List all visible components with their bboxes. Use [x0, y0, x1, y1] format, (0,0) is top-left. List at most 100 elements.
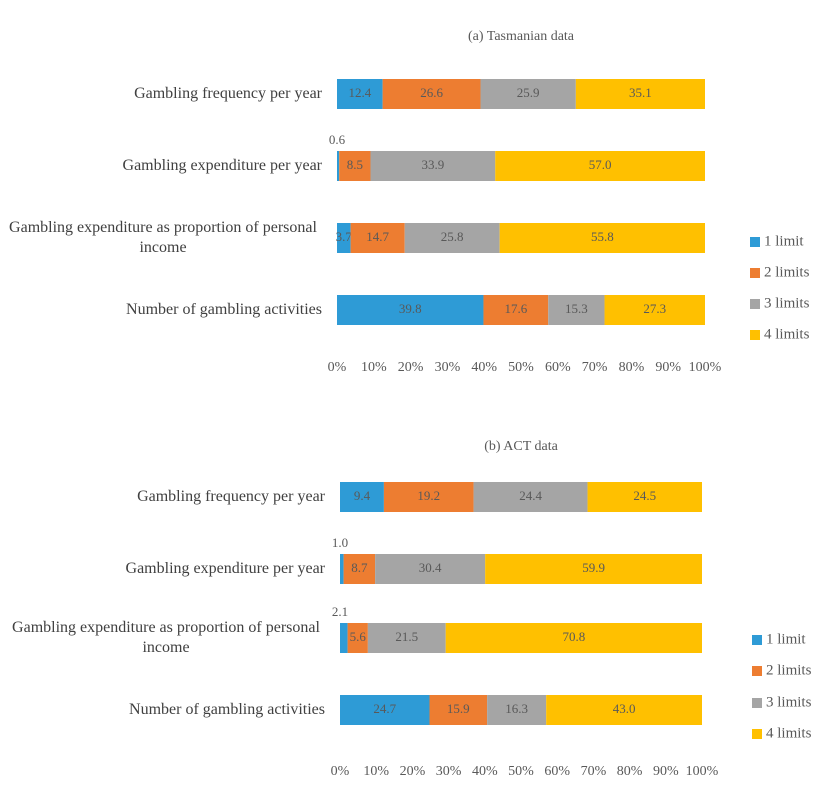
bar-segment	[337, 295, 484, 325]
data-label: 24.4	[519, 488, 542, 503]
data-label: 24.7	[373, 701, 396, 716]
data-label: 70.8	[562, 629, 585, 644]
data-label: 15.3	[565, 301, 588, 316]
bar-segment	[587, 482, 702, 512]
x-tick-label: 0%	[331, 764, 350, 779]
legend-swatch	[750, 299, 760, 309]
x-tick-label: 20%	[400, 764, 426, 779]
x-tick-label: 30%	[436, 764, 462, 779]
legend-label: 2 limits	[764, 264, 810, 280]
legend-label: 1 limit	[766, 631, 806, 647]
bar-segment	[367, 623, 446, 653]
x-tick-label: 50%	[508, 360, 534, 375]
bar-segment	[337, 151, 340, 181]
bar-segment	[495, 151, 705, 181]
category-label: Gambling frequency per year	[134, 85, 322, 102]
bar-segment	[347, 623, 368, 653]
data-label: 33.9	[421, 157, 444, 172]
bar-segment	[350, 223, 405, 253]
data-label: 57.0	[589, 157, 612, 172]
bar-segment	[382, 79, 481, 109]
legend-label: 4 limits	[764, 326, 810, 342]
bar-segment	[473, 482, 588, 512]
bar-segment	[499, 223, 705, 253]
x-tick-label: 80%	[617, 764, 643, 779]
legend-label: 4 limits	[766, 725, 812, 741]
bar-segment	[343, 554, 376, 584]
data-label: 55.8	[591, 229, 614, 244]
x-tick-label: 60%	[544, 764, 570, 779]
x-tick-label: 50%	[508, 764, 534, 779]
data-label: 14.7	[366, 229, 389, 244]
legend-label: 3 limits	[766, 694, 812, 710]
data-label: 2.1	[332, 604, 348, 619]
x-tick-label: 40%	[472, 764, 498, 779]
data-label: 25.8	[441, 229, 464, 244]
data-label: 39.8	[399, 301, 422, 316]
bar-segment	[445, 623, 702, 653]
bar-segment	[548, 295, 605, 325]
legend-label: 3 limits	[764, 295, 810, 311]
bar-segment	[404, 223, 500, 253]
legend-swatch	[750, 268, 760, 278]
category-label: Gambling expenditure as proportion of pe…	[9, 219, 317, 256]
legend-swatch	[750, 237, 760, 247]
category-label: Gambling expenditure as proportion of pe…	[12, 619, 320, 656]
bar-segment	[370, 151, 496, 181]
data-label: 8.7	[351, 560, 368, 575]
x-tick-label: 20%	[398, 360, 424, 375]
x-tick-label: 100%	[689, 360, 722, 375]
data-label: 12.4	[348, 85, 371, 100]
category-label: Number of gambling activities	[129, 701, 325, 718]
legend-swatch	[752, 698, 762, 708]
legend-swatch	[752, 666, 762, 676]
x-tick-label: 100%	[686, 764, 719, 779]
data-label: 9.4	[354, 488, 371, 503]
x-tick-label: 70%	[582, 360, 608, 375]
x-tick-label: 10%	[361, 360, 387, 375]
data-label: 1.0	[332, 535, 348, 550]
data-label: 26.6	[420, 85, 443, 100]
bar-segment	[480, 79, 576, 109]
legend-swatch	[752, 635, 762, 645]
bar-segment	[375, 554, 486, 584]
x-tick-label: 10%	[363, 764, 389, 779]
x-tick-label: 0%	[328, 360, 347, 375]
bar-segment	[383, 482, 474, 512]
category-label: Number of gambling activities	[126, 301, 322, 318]
bar-segment	[340, 623, 348, 653]
data-label: 3.7	[336, 229, 353, 244]
legend-label: 2 limits	[766, 662, 812, 678]
data-label: 0.6	[329, 132, 346, 147]
bar-segment	[340, 482, 384, 512]
legend-swatch	[750, 330, 760, 340]
bar-segment	[483, 295, 549, 325]
legend-swatch	[752, 729, 762, 739]
data-label: 35.1	[629, 85, 652, 100]
x-tick-label: 80%	[619, 360, 645, 375]
x-tick-label: 90%	[655, 360, 681, 375]
data-label: 8.5	[347, 157, 363, 172]
chart-title: (b) ACT data	[484, 439, 558, 454]
bar-segment	[546, 695, 702, 725]
data-label: 21.5	[395, 629, 418, 644]
data-label: 43.0	[613, 701, 636, 716]
bar-segment	[604, 295, 705, 325]
data-label: 5.6	[350, 629, 367, 644]
bar-segment	[337, 79, 383, 109]
data-label: 27.3	[643, 301, 666, 316]
data-label: 17.6	[504, 301, 527, 316]
x-tick-label: 60%	[545, 360, 571, 375]
legend-label: 1 limit	[764, 233, 804, 249]
category-label: Gambling frequency per year	[137, 488, 325, 505]
bar-segment	[575, 79, 705, 109]
bar-segment	[337, 223, 351, 253]
chart-title: (a) Tasmanian data	[468, 29, 575, 44]
data-label: 59.9	[582, 560, 605, 575]
x-tick-label: 30%	[435, 360, 461, 375]
data-label: 24.5	[633, 488, 656, 503]
data-label: 30.4	[419, 560, 442, 575]
bar-segment	[485, 554, 702, 584]
